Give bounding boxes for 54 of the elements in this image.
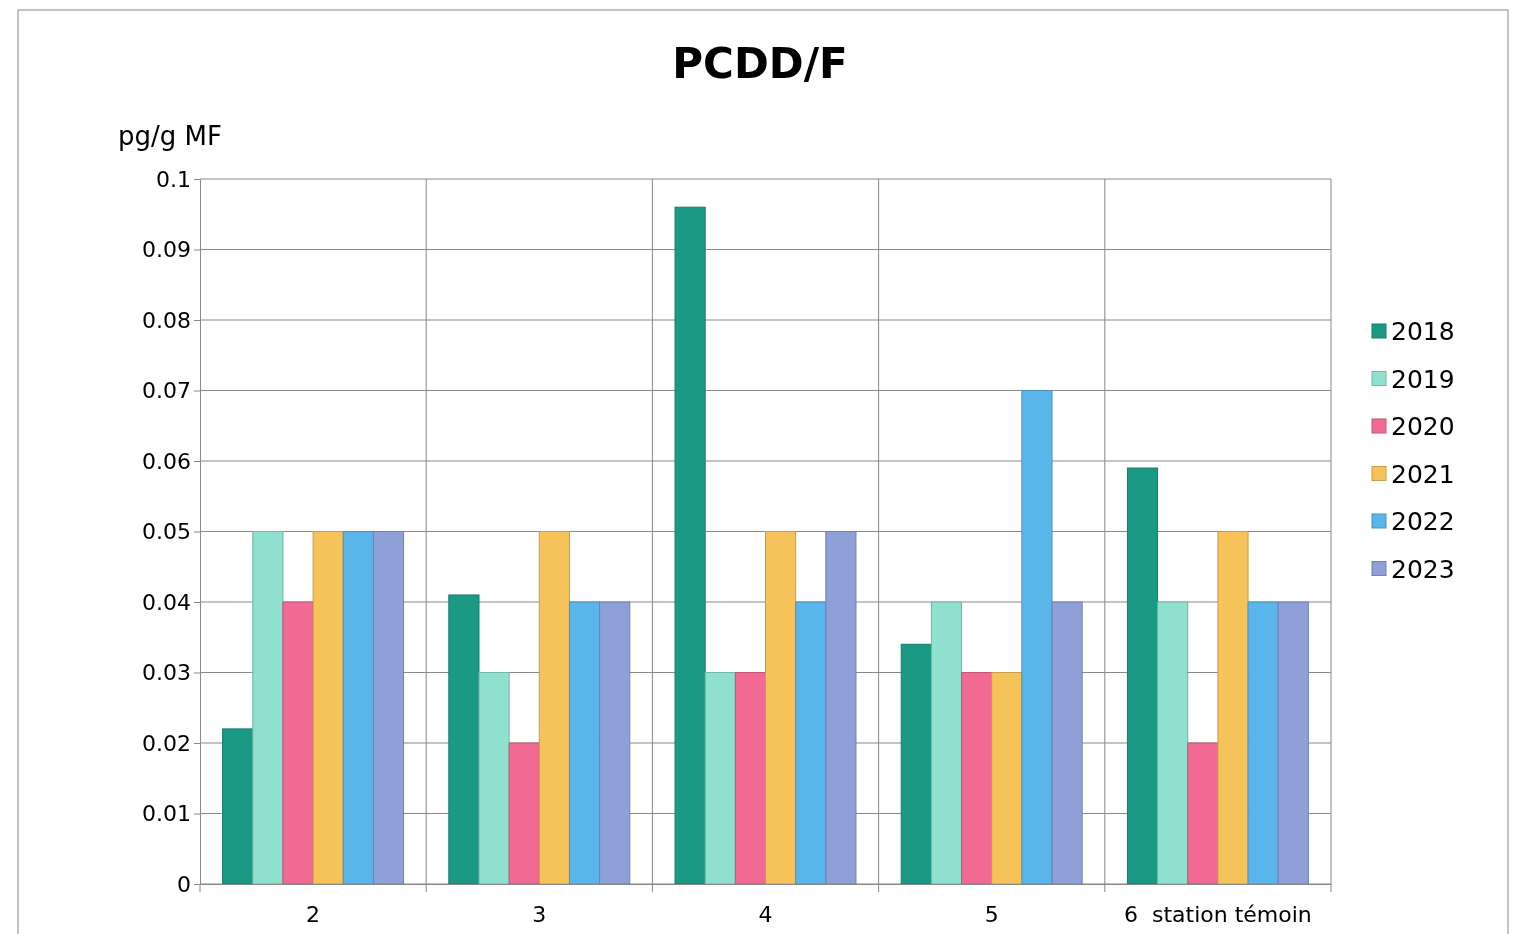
x-tick-label: 3 xyxy=(532,902,547,928)
y-tick-label: 0.01 xyxy=(142,801,191,827)
bar xyxy=(734,672,766,885)
y-tick-label: 0.02 xyxy=(142,730,191,756)
y-tick-label: 0.1 xyxy=(156,166,191,192)
bar xyxy=(568,601,601,885)
legend-label: 2022 xyxy=(1391,507,1455,536)
x-tick-label: 5 xyxy=(984,902,999,928)
legend-label: 2019 xyxy=(1391,364,1455,394)
bar xyxy=(991,672,1023,885)
bar xyxy=(508,742,540,885)
y-axis-title: pg/g MF xyxy=(118,121,222,151)
bar xyxy=(1051,601,1083,885)
bar xyxy=(538,531,570,885)
bar xyxy=(478,672,510,885)
y-tick-label: 0.08 xyxy=(142,307,191,333)
bar xyxy=(900,643,932,885)
y-tick-label: 0.03 xyxy=(142,660,191,686)
bar xyxy=(961,672,993,885)
y-tick-label: 0.09 xyxy=(142,237,191,263)
legend-label: 2020 xyxy=(1391,412,1455,441)
bar xyxy=(1187,742,1219,885)
y-tick-label: 0.04 xyxy=(142,589,191,615)
bar xyxy=(312,531,344,885)
bar xyxy=(342,531,374,885)
bar xyxy=(1247,601,1279,885)
legend-label: 2021 xyxy=(1391,459,1455,489)
bar xyxy=(599,601,631,885)
bar xyxy=(448,594,480,885)
bar xyxy=(1021,390,1053,885)
bar xyxy=(372,531,405,885)
x-tick-label: 2 xyxy=(306,902,321,928)
y-tick-label: 0.05 xyxy=(142,519,191,545)
bar xyxy=(1157,601,1189,885)
bar xyxy=(825,531,857,885)
chart-title: PCDD/F xyxy=(672,39,848,88)
bar xyxy=(252,531,284,885)
bar xyxy=(795,601,827,885)
bar xyxy=(930,601,963,885)
bar xyxy=(674,206,706,885)
legend-label: 2023 xyxy=(1391,554,1455,584)
bar xyxy=(1126,467,1159,885)
x-tick-label: 6 station témoin xyxy=(1124,902,1312,928)
x-tick-label: 4 xyxy=(758,902,773,928)
y-tick-label: 0.07 xyxy=(142,378,191,404)
y-tick-label: 0 xyxy=(177,871,191,897)
bar xyxy=(1277,601,1309,885)
bar xyxy=(1217,531,1249,885)
bar xyxy=(704,672,736,885)
y-tick-label: 0.06 xyxy=(142,448,191,474)
legend-label: 2018 xyxy=(1391,317,1455,346)
bar xyxy=(222,728,254,885)
bar xyxy=(282,601,314,885)
bar xyxy=(765,531,797,885)
